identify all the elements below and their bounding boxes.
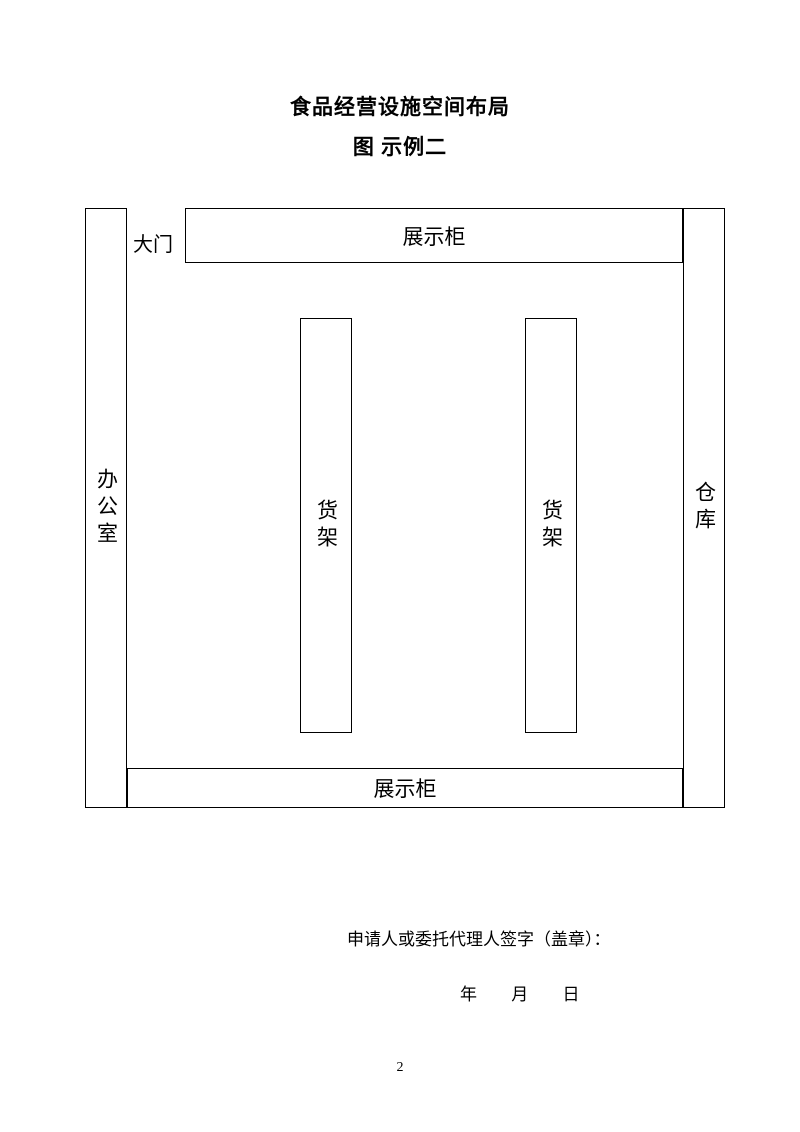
date-line: 年 月 日 — [420, 980, 580, 1005]
display-top-label: 展示柜 — [403, 221, 466, 251]
shelf-right-label: 货架 — [541, 499, 562, 553]
warehouse-label: 仓库 — [694, 481, 715, 535]
shelf-left-box: 货架 — [300, 318, 352, 733]
title-block: 食品经营设施空间布局 图 示例二 — [0, 0, 800, 168]
shelf-left-label: 货架 — [316, 499, 337, 553]
title-line-1: 食品经营设施空间布局 — [0, 88, 800, 128]
shelf-right-box: 货架 — [525, 318, 577, 733]
office-label: 办公室 — [96, 468, 117, 549]
display-cabinet-top: 展示柜 — [185, 208, 683, 263]
door-label: 大门 — [133, 228, 173, 257]
office-box: 办公室 — [85, 208, 127, 808]
month-label: 月 — [511, 980, 528, 1005]
warehouse-box: 仓库 — [683, 208, 725, 808]
year-label: 年 — [460, 980, 477, 1005]
page-number: 2 — [0, 1060, 800, 1076]
floorplan-diagram: 办公室 大门 展示柜 货架 货架 展示柜 仓库 — [85, 208, 725, 808]
signature-label: 申请人或委托代理人签字（盖章）： — [347, 925, 611, 950]
day-label: 日 — [563, 980, 580, 1005]
title-line-2: 图 示例二 — [0, 128, 800, 168]
display-cabinet-bottom: 展示柜 — [127, 768, 683, 808]
display-bottom-label: 展示柜 — [374, 773, 437, 803]
